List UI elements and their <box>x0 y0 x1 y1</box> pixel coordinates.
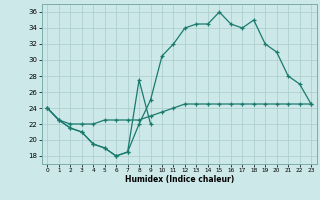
X-axis label: Humidex (Indice chaleur): Humidex (Indice chaleur) <box>124 175 234 184</box>
